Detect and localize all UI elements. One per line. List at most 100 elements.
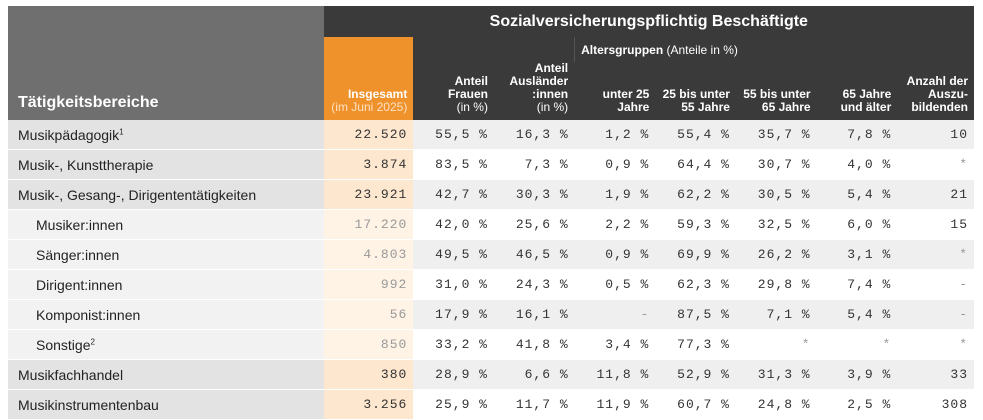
cell-age-under-25: 3,4 % xyxy=(574,329,656,360)
table-row: Sonstige2 850 33,2 % 41,8 % 3,4 % 77,3 % * * * xyxy=(8,329,974,360)
cell-age-under-25: 0,9 % xyxy=(574,239,656,270)
cell-foreign-share: 16,1 % xyxy=(493,299,575,330)
cell-age-under-25: 1,2 % xyxy=(574,120,656,150)
foreign-sub: (in %) xyxy=(536,100,569,114)
column-header-area: Tätigkeitsbereiche xyxy=(8,6,324,120)
column-header-women: Anteil Frauen (in %) xyxy=(413,37,494,120)
column-header-foreign: Anteil Ausländer :innen (in %) xyxy=(493,37,575,120)
cell-age-25-55: 87,5 % xyxy=(655,299,736,330)
cell-age-65-plus: 4,0 % xyxy=(816,149,898,180)
cell-area: Musiker:innen xyxy=(8,209,324,240)
table-row: Musik-, Gesang-, Dirigententätigkeiten 23… xyxy=(8,179,974,210)
cell-age-under-25: - xyxy=(574,299,656,330)
cell-age-55-65: 30,5 % xyxy=(735,179,817,210)
column-header-age-under-25: unter 25 Jahre xyxy=(574,62,656,120)
cell-age-under-25: 11,9 % xyxy=(574,389,656,420)
footnote-marker: 1 xyxy=(119,126,124,136)
employment-table: Tätigkeitsbereiche Sozialversicherungspf… xyxy=(8,6,974,420)
cell-age-65-plus: * xyxy=(816,329,898,360)
area-label: Sonstige xyxy=(36,336,91,353)
cell-foreign-share: 25,6 % xyxy=(493,209,575,240)
cell-foreign-share: 6,6 % xyxy=(493,359,575,390)
table-row: Komponist:innen 56 17,9 % 16,1 % -87,5 % 7,1 … xyxy=(8,299,974,330)
cell-women-share: 31,0 % xyxy=(413,269,494,300)
cell-foreign-share: 24,3 % xyxy=(493,269,575,300)
cell-trainees: 33 xyxy=(897,359,974,390)
area-label: Dirigent:innen xyxy=(36,276,123,293)
cell-age-55-65: 31,3 % xyxy=(735,359,817,390)
total-sub: (im Juni 2025) xyxy=(331,100,408,114)
cell-foreign-share: 7,3 % xyxy=(493,149,575,180)
cell-trainees: 21 xyxy=(897,179,974,210)
cell-age-65-plus: 3,9 % xyxy=(816,359,898,390)
cell-foreign-share: 46,5 % xyxy=(493,239,575,270)
cell-age-25-55: 60,7 % xyxy=(655,389,736,420)
table-row: Musikfachhandel 380 28,9 % 6,6 % 11,8 % 52,9 … xyxy=(8,359,974,390)
cell-total: 850 xyxy=(323,329,414,360)
cell-age-65-plus: 6,0 % xyxy=(816,209,898,240)
table-row: Musikinstrumentenbau 3.256 25,9 % 11,7 % 11,… xyxy=(8,389,974,420)
total-label: Insgesamt xyxy=(347,87,408,101)
cell-area: Musik-, Gesang-, Dirigententätigkeiten xyxy=(8,179,324,210)
column-header-age-65-plus: 65 Jahre und älter xyxy=(816,62,898,120)
area-label: Musikpädagogik xyxy=(18,126,120,143)
age-group-note: (Anteile in %) xyxy=(666,42,738,57)
cell-women-share: 49,5 % xyxy=(413,239,494,270)
cell-trainees: * xyxy=(897,149,974,180)
age-group-label: Altersgruppen xyxy=(581,42,664,57)
column-header-total: Insgesamt (im Juni 2025) xyxy=(323,37,414,120)
cell-women-share: 42,7 % xyxy=(413,179,494,210)
foreign-label: Anteil Ausländer :innen xyxy=(509,61,569,101)
area-label: Musik-, Kunsttherapie xyxy=(18,156,154,173)
cell-age-55-65: 26,2 % xyxy=(735,239,817,270)
cell-women-share: 42,0 % xyxy=(413,209,494,240)
footnote-marker: 2 xyxy=(90,336,95,346)
cell-age-55-65: 30,7 % xyxy=(735,149,817,180)
table-row: Sänger:innen 4.803 49,5 % 46,5 % 0,9 % 69,9 %… xyxy=(8,239,974,270)
cell-total: 56 xyxy=(323,299,414,330)
cell-trainees: * xyxy=(897,239,974,270)
cell-age-25-55: 62,2 % xyxy=(655,179,736,210)
cell-foreign-share: 41,8 % xyxy=(493,329,575,360)
cell-age-under-25: 1,9 % xyxy=(574,179,656,210)
cell-age-25-55: 64,4 % xyxy=(655,149,736,180)
cell-age-65-plus: 5,4 % xyxy=(816,299,898,330)
cell-foreign-share: 30,3 % xyxy=(493,179,575,210)
women-sub: (in %) xyxy=(456,100,488,114)
cell-area: Sänger:innen xyxy=(8,239,324,270)
area-label: Musikinstrumentenbau xyxy=(18,396,159,413)
cell-age-65-plus: 3,1 % xyxy=(816,239,898,270)
table-body: Musikpädagogik1 22.520 55,5 % 16,3 % 1,2 % 55… xyxy=(8,120,974,420)
cell-total: 3.874 xyxy=(323,149,414,180)
cell-age-under-25: 0,5 % xyxy=(574,269,656,300)
cell-age-25-55: 52,9 % xyxy=(655,359,736,390)
cell-age-55-65: * xyxy=(735,329,817,360)
cell-trainees: 10 xyxy=(897,120,974,150)
cell-total: 4.803 xyxy=(323,239,414,270)
cell-total: 22.520 xyxy=(323,120,414,150)
cell-total: 3.256 xyxy=(323,389,414,420)
cell-age-25-55: 69,9 % xyxy=(655,239,736,270)
cell-women-share: 83,5 % xyxy=(413,149,494,180)
cell-age-under-25: 11,8 % xyxy=(574,359,656,390)
column-header-trainees: Anzahl der Auszu-bildenden xyxy=(897,37,974,120)
cell-area: Komponist:innen xyxy=(8,299,324,330)
cell-age-55-65: 24,8 % xyxy=(735,389,817,420)
cell-area: Musikpädagogik1 xyxy=(8,120,324,150)
table-row: Musikpädagogik1 22.520 55,5 % 16,3 % 1,2 % 55… xyxy=(8,120,974,150)
cell-age-55-65: 32,5 % xyxy=(735,209,817,240)
cell-total: 23.921 xyxy=(323,179,414,210)
cell-age-under-25: 2,2 % xyxy=(574,209,656,240)
cell-age-55-65: 35,7 % xyxy=(735,120,817,150)
cell-age-65-plus: 7,8 % xyxy=(816,120,898,150)
area-label: Musik-, Gesang-, Dirigententätigkeiten xyxy=(18,186,257,203)
cell-area: Musik-, Kunsttherapie xyxy=(8,149,324,180)
table-row: Dirigent:innen 992 31,0 % 24,3 % 0,5 % 62,3 %… xyxy=(8,269,974,300)
cell-age-under-25: 0,9 % xyxy=(574,149,656,180)
cell-area: Sonstige2 xyxy=(8,329,324,360)
cell-area: Musikfachhandel xyxy=(8,359,324,390)
table-title: Sozialversicherungspflichtig Beschäftigt… xyxy=(323,6,974,37)
women-label: Anteil Frauen xyxy=(447,74,488,101)
cell-trainees: - xyxy=(897,269,974,300)
cell-area: Dirigent:innen xyxy=(8,269,324,300)
